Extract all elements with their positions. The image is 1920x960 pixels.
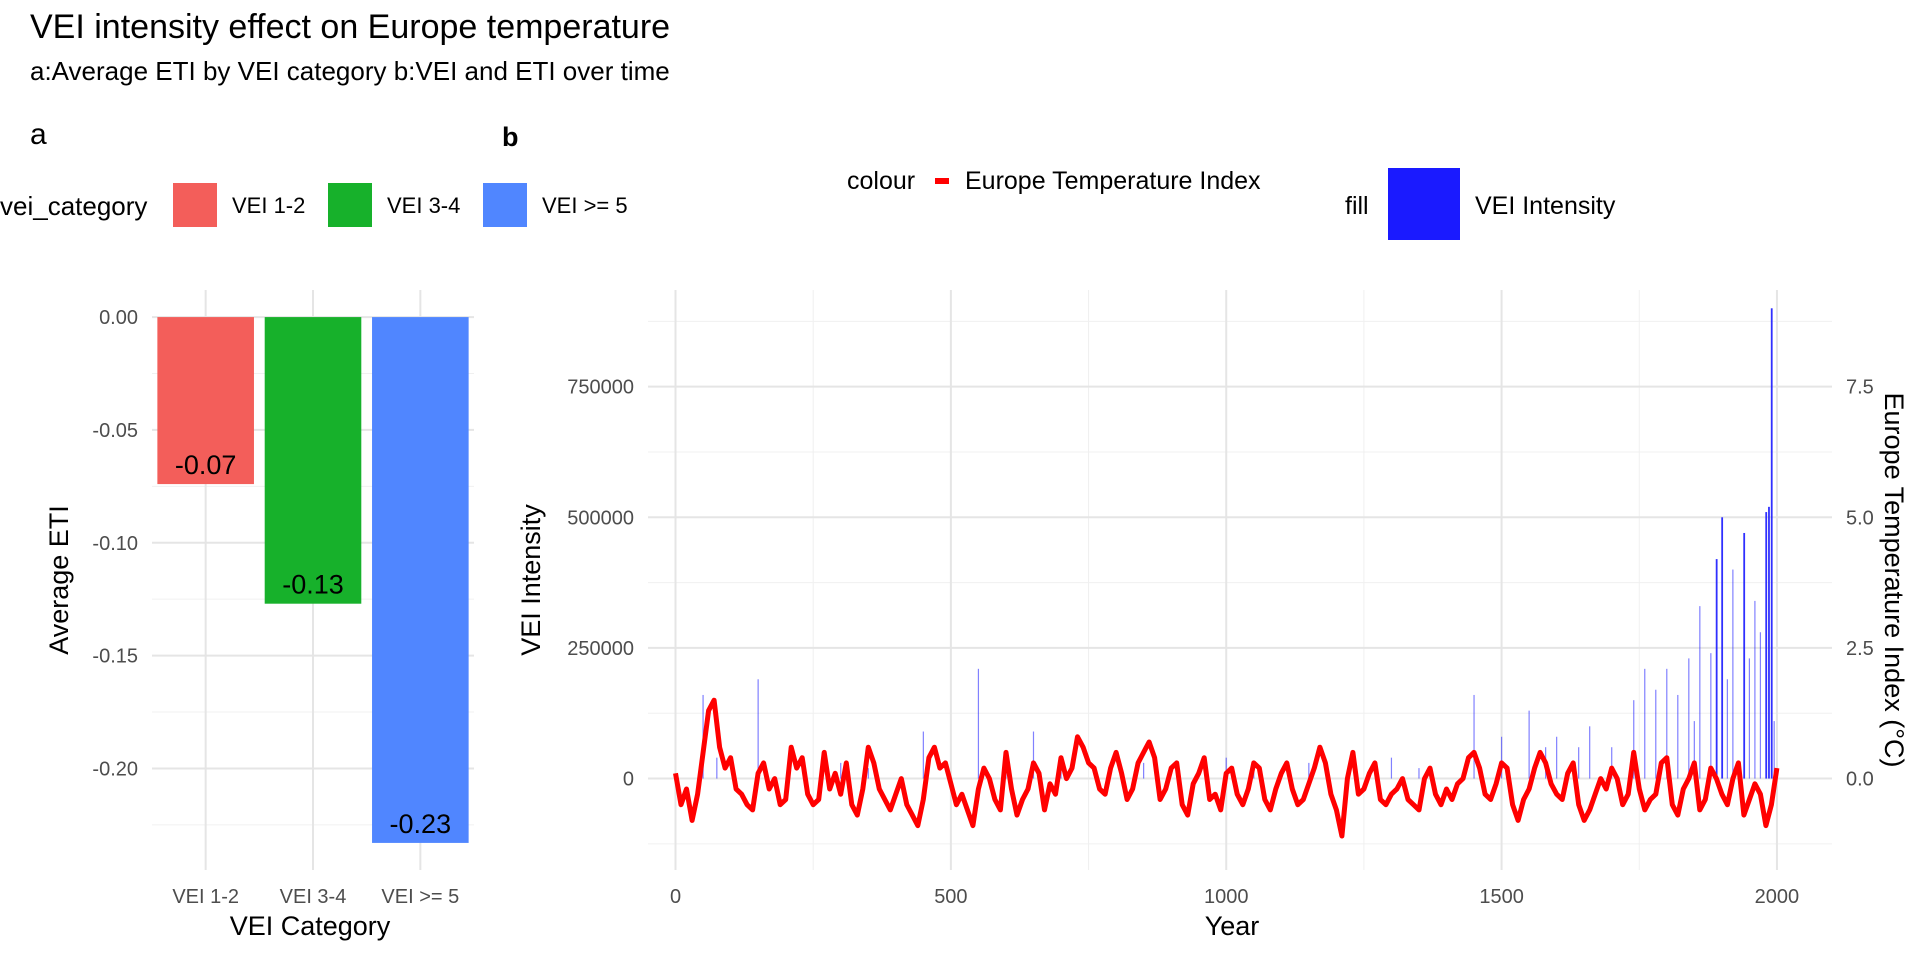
panel-a-ylabel: Average ETI bbox=[44, 505, 74, 655]
vei-bar bbox=[922, 731, 924, 779]
vei-bar bbox=[1589, 726, 1591, 779]
y-tick-label: 250000 bbox=[567, 638, 634, 660]
panel-a-tag: a bbox=[30, 118, 47, 151]
x-tick-label: VEI 3-4 bbox=[280, 886, 347, 908]
vei-bar bbox=[1748, 658, 1750, 779]
vei-bar bbox=[1770, 308, 1773, 779]
y-tick-label: -0.20 bbox=[92, 758, 138, 780]
legend-swatch-vei-intensity bbox=[1388, 168, 1460, 240]
panel-b-xlabel: Year bbox=[1205, 911, 1260, 941]
legend-fill-title: fill bbox=[1345, 192, 1369, 220]
legend-label-vei-3-4: VEI 3-4 bbox=[387, 193, 460, 218]
vei-bar bbox=[1773, 721, 1775, 779]
vei-bar bbox=[1768, 506, 1770, 779]
y-tick-label: -0.10 bbox=[92, 533, 138, 555]
x-tick-label: 1000 bbox=[1204, 886, 1249, 908]
vei-bar bbox=[1759, 632, 1762, 779]
panel-a-xlabel: VEI Category bbox=[230, 911, 391, 941]
x-tick-label: 500 bbox=[934, 886, 967, 908]
y-tick-label: 0.00 bbox=[99, 307, 138, 329]
vei-bar bbox=[1418, 768, 1420, 779]
legend-label-vei-5: VEI >= 5 bbox=[542, 193, 628, 218]
legend-a: vei_category VEI 1-2 VEI 3-4 VEI >= 5 bbox=[0, 183, 628, 227]
panel-b-grid bbox=[648, 290, 1832, 870]
vei-bar bbox=[1721, 517, 1724, 779]
bar-data-label: -0.23 bbox=[390, 809, 452, 839]
x-tick-label: 1500 bbox=[1479, 886, 1524, 908]
vei-bar bbox=[1611, 747, 1613, 779]
eti-line bbox=[673, 697, 1780, 839]
vei-bar bbox=[1633, 700, 1635, 779]
x-tick-label: VEI 1-2 bbox=[172, 886, 239, 908]
vei-bar bbox=[716, 757, 718, 779]
panel-b-ylabel: VEI Intensity bbox=[516, 504, 546, 656]
vei-bar bbox=[1390, 757, 1393, 779]
panel-b-ylabel-right: Europe Temperature Index (°C) bbox=[1879, 393, 1909, 768]
vei-bar bbox=[1578, 747, 1580, 779]
vei-bar bbox=[1308, 762, 1310, 779]
bar-vei-5 bbox=[372, 317, 469, 843]
panel-a-bars: -0.07 -0.13 -0.23 bbox=[157, 317, 469, 843]
chart-subtitle: a:Average ETI by VEI category b:VEI and … bbox=[30, 56, 670, 86]
legend-swatch-vei-3-4 bbox=[328, 183, 372, 227]
vei-bar bbox=[1528, 710, 1530, 779]
vei-bar bbox=[1655, 689, 1657, 779]
y-tick-label: 500000 bbox=[567, 507, 634, 529]
y-tick-label: 0 bbox=[623, 769, 634, 791]
panel-b-vei-bars bbox=[702, 308, 1775, 779]
x-tick-label: 2000 bbox=[1755, 886, 1800, 908]
legend-label-eti: Europe Temperature Index bbox=[965, 167, 1261, 195]
vei-bar bbox=[757, 679, 759, 779]
vei-bar bbox=[977, 668, 980, 779]
vei-bar bbox=[1677, 694, 1679, 779]
panel-b-axes: 0 500 1000 1500 2000 0 250000 500000 750000 0.0 2.… bbox=[567, 377, 1874, 908]
bar-vei-1-2 bbox=[157, 317, 254, 485]
bar-data-label: -0.07 bbox=[175, 450, 237, 480]
legend-colour-title: colour bbox=[847, 167, 915, 195]
vei-bar bbox=[1032, 731, 1035, 779]
bar-data-label: -0.13 bbox=[282, 570, 344, 600]
y-tick-label: 750000 bbox=[567, 377, 634, 399]
panel-a-axes: 0.00 -0.05 -0.10 -0.15 -0.20 VEI 1-2 VEI 3-4 VE… bbox=[92, 307, 459, 908]
legend-b: colour Europe Temperature Index fill VEI… bbox=[847, 167, 1616, 240]
legend-label-vei-intensity: VEI Intensity bbox=[1475, 192, 1616, 220]
legend-swatch-vei-1-2 bbox=[173, 183, 217, 227]
legend-swatch-vei-5 bbox=[483, 183, 527, 227]
vei-bar bbox=[1666, 668, 1668, 779]
y2-tick-label: 0.0 bbox=[1846, 769, 1874, 791]
legend-a-title: vei_category bbox=[0, 191, 147, 221]
vei-bar bbox=[867, 768, 869, 779]
y2-tick-label: 2.5 bbox=[1846, 638, 1874, 660]
vei-bar bbox=[1644, 668, 1646, 779]
vei-bar bbox=[1715, 559, 1718, 779]
vei-bar bbox=[1754, 600, 1756, 779]
y2-tick-label: 7.5 bbox=[1846, 377, 1874, 399]
legend-label-vei-1-2: VEI 1-2 bbox=[232, 193, 305, 218]
vei-bar bbox=[1693, 721, 1695, 779]
vei-bar bbox=[1500, 736, 1503, 779]
vei-bar bbox=[1556, 736, 1558, 779]
vei-bar bbox=[1710, 653, 1712, 779]
vei-bar bbox=[1225, 757, 1227, 779]
bar-vei-3-4 bbox=[264, 317, 362, 604]
vei-bar bbox=[1726, 679, 1728, 779]
legend-line-key-eti bbox=[935, 178, 949, 184]
vei-bar bbox=[1473, 694, 1475, 779]
vei-bar bbox=[1699, 606, 1701, 779]
vei-bar bbox=[1688, 658, 1690, 779]
x-tick-label: 0 bbox=[670, 886, 681, 908]
chart-title: VEI intensity effect on Europe temperatu… bbox=[30, 8, 671, 46]
vei-bar bbox=[1743, 532, 1746, 779]
vei-bar bbox=[1765, 512, 1768, 779]
panel-b-eti-line bbox=[673, 697, 1780, 839]
y2-tick-label: 5.0 bbox=[1846, 507, 1874, 529]
vei-bar bbox=[1143, 762, 1145, 779]
vei-bar bbox=[1732, 569, 1734, 779]
y-tick-label: -0.05 bbox=[92, 420, 138, 442]
vei-bar bbox=[840, 762, 842, 779]
x-tick-label: VEI >= 5 bbox=[381, 886, 459, 908]
y-tick-label: -0.15 bbox=[92, 646, 138, 668]
panel-b-tag: b bbox=[502, 122, 519, 152]
